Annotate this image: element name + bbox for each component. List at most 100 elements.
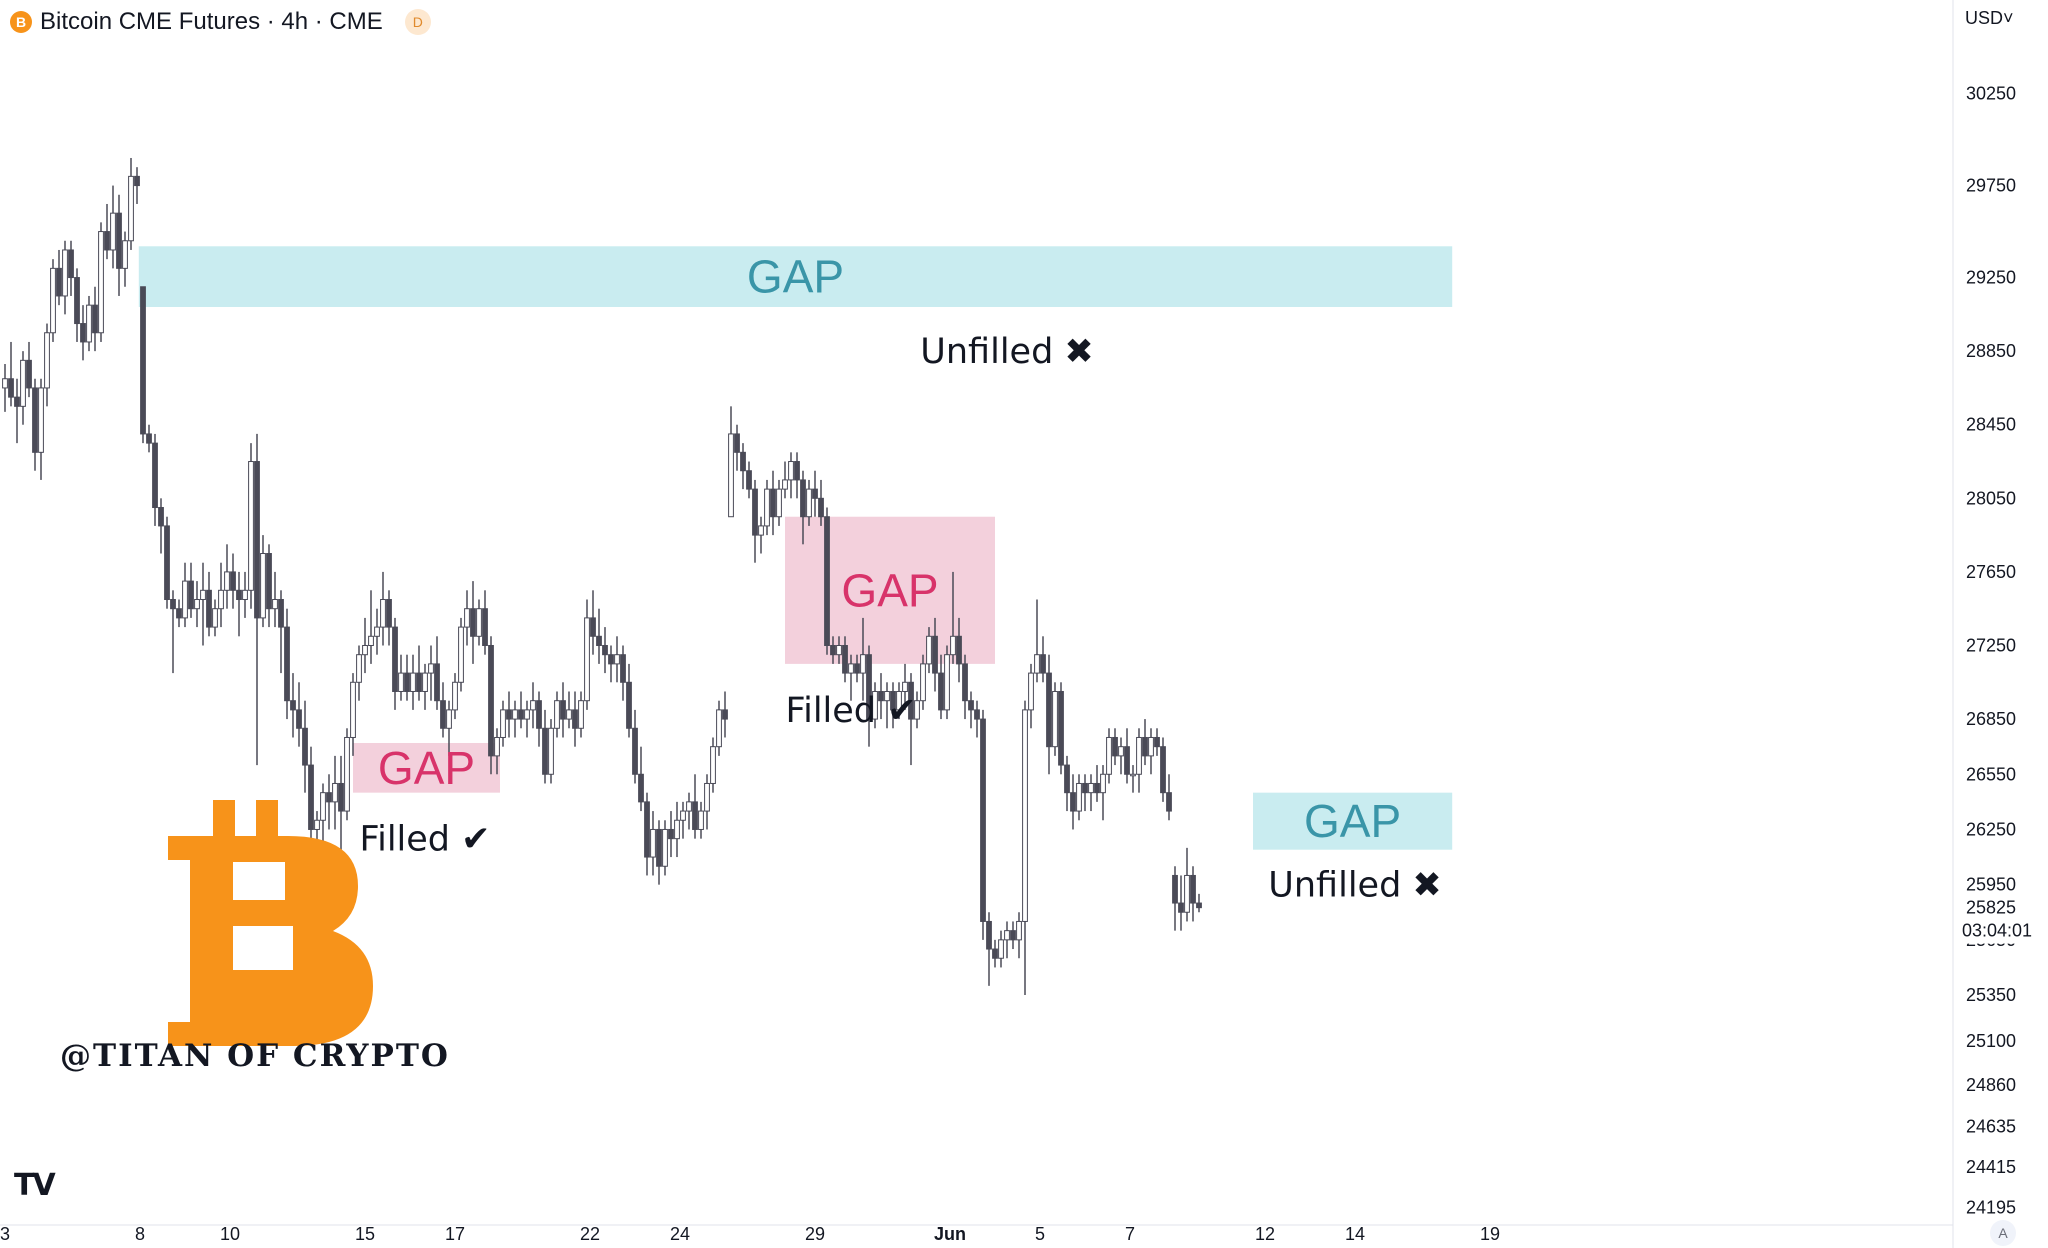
candle [434,636,440,710]
candle-body [314,819,320,830]
candle [578,691,584,738]
candle [1148,728,1154,775]
candle-body [740,451,746,472]
time-tick-label: 22 [580,1224,600,1244]
candle-body [848,663,854,674]
candle [1040,636,1046,683]
annotation-layer [138,246,1453,850]
gap-zone-2 [353,743,500,793]
candle [98,222,104,342]
candle [518,691,524,729]
candle [458,617,464,692]
candle [1076,774,1082,821]
candle-body [656,828,662,867]
candle [50,259,56,342]
candle-body [986,920,992,950]
candle [752,479,758,563]
candle-body [926,635,932,665]
candle-body [1070,792,1076,812]
candle [14,378,20,444]
candle-body [398,672,404,692]
candle [428,645,434,701]
candle [1124,728,1130,784]
candle [692,774,698,839]
candle [614,636,620,683]
gap-status-3: Filled ✔ [360,820,491,860]
candle [278,590,284,674]
currency-selector[interactable]: USD˅ [1965,8,2014,28]
delayed-data-badge[interactable]: D [404,9,431,35]
candle [758,516,764,554]
candle-body [206,589,212,628]
candle-body [110,212,116,251]
candle-body [278,599,284,628]
candle-body [782,479,788,490]
candle-body [458,626,464,683]
tradingview-logo-icon[interactable]: TV [14,1168,56,1203]
candle-body [836,644,842,656]
candle-body [218,589,224,610]
candle [248,443,254,609]
candle [1106,728,1112,784]
candle [1082,774,1088,812]
candle [1136,728,1142,793]
candle [254,433,260,766]
candle [26,341,32,398]
candle-body [722,709,728,720]
candle-body [812,488,818,499]
candle-body [884,690,890,702]
candle-body [830,644,836,656]
candle-body [1184,874,1190,913]
candle [1160,737,1166,802]
symbol-title[interactable]: Bitcoin CME Futures · 4h · CME [40,8,383,35]
candle [1172,866,1178,931]
candle-body [914,700,920,720]
auto-scale-button[interactable]: A [1990,1220,2016,1246]
candle [158,498,164,554]
candle-body [902,681,908,692]
candle [476,599,482,646]
candle [266,544,272,628]
time-tick-label: 17 [445,1224,465,1244]
candle [398,654,404,701]
candle [350,673,356,756]
candle [308,746,314,839]
candle [386,590,392,646]
candle [902,663,908,710]
candle-body [872,690,878,720]
candle-body [686,801,692,812]
candle [722,691,728,738]
candle [644,792,650,876]
candle-body [386,599,392,628]
candle-body [548,727,554,775]
candle [728,406,734,518]
candle-body [1148,736,1154,757]
candle [1100,765,1106,821]
candle-body [998,939,1004,959]
candle [1064,755,1070,812]
bitcoin-icon: B [10,11,32,33]
candle-body [632,727,638,775]
candle-body [362,644,368,656]
candle-body [272,599,278,610]
candle-body [854,663,860,674]
candle-body [1022,709,1028,922]
price-tick-label: 25350 [1966,985,2016,1005]
time-tick-label: 7 [1125,1224,1135,1244]
candle [812,470,818,517]
candle [92,286,98,352]
candle [182,562,188,628]
candle [1166,774,1172,821]
candle [770,470,776,536]
candle [404,654,410,701]
candle-body [200,589,206,601]
price-tick-label: 28050 [1966,488,2016,508]
candle [302,700,308,793]
candle-body [116,212,122,269]
candle-body [620,654,626,683]
candle-body [980,718,986,922]
candle [68,240,74,296]
candle [800,470,806,545]
candle-body [242,589,248,601]
